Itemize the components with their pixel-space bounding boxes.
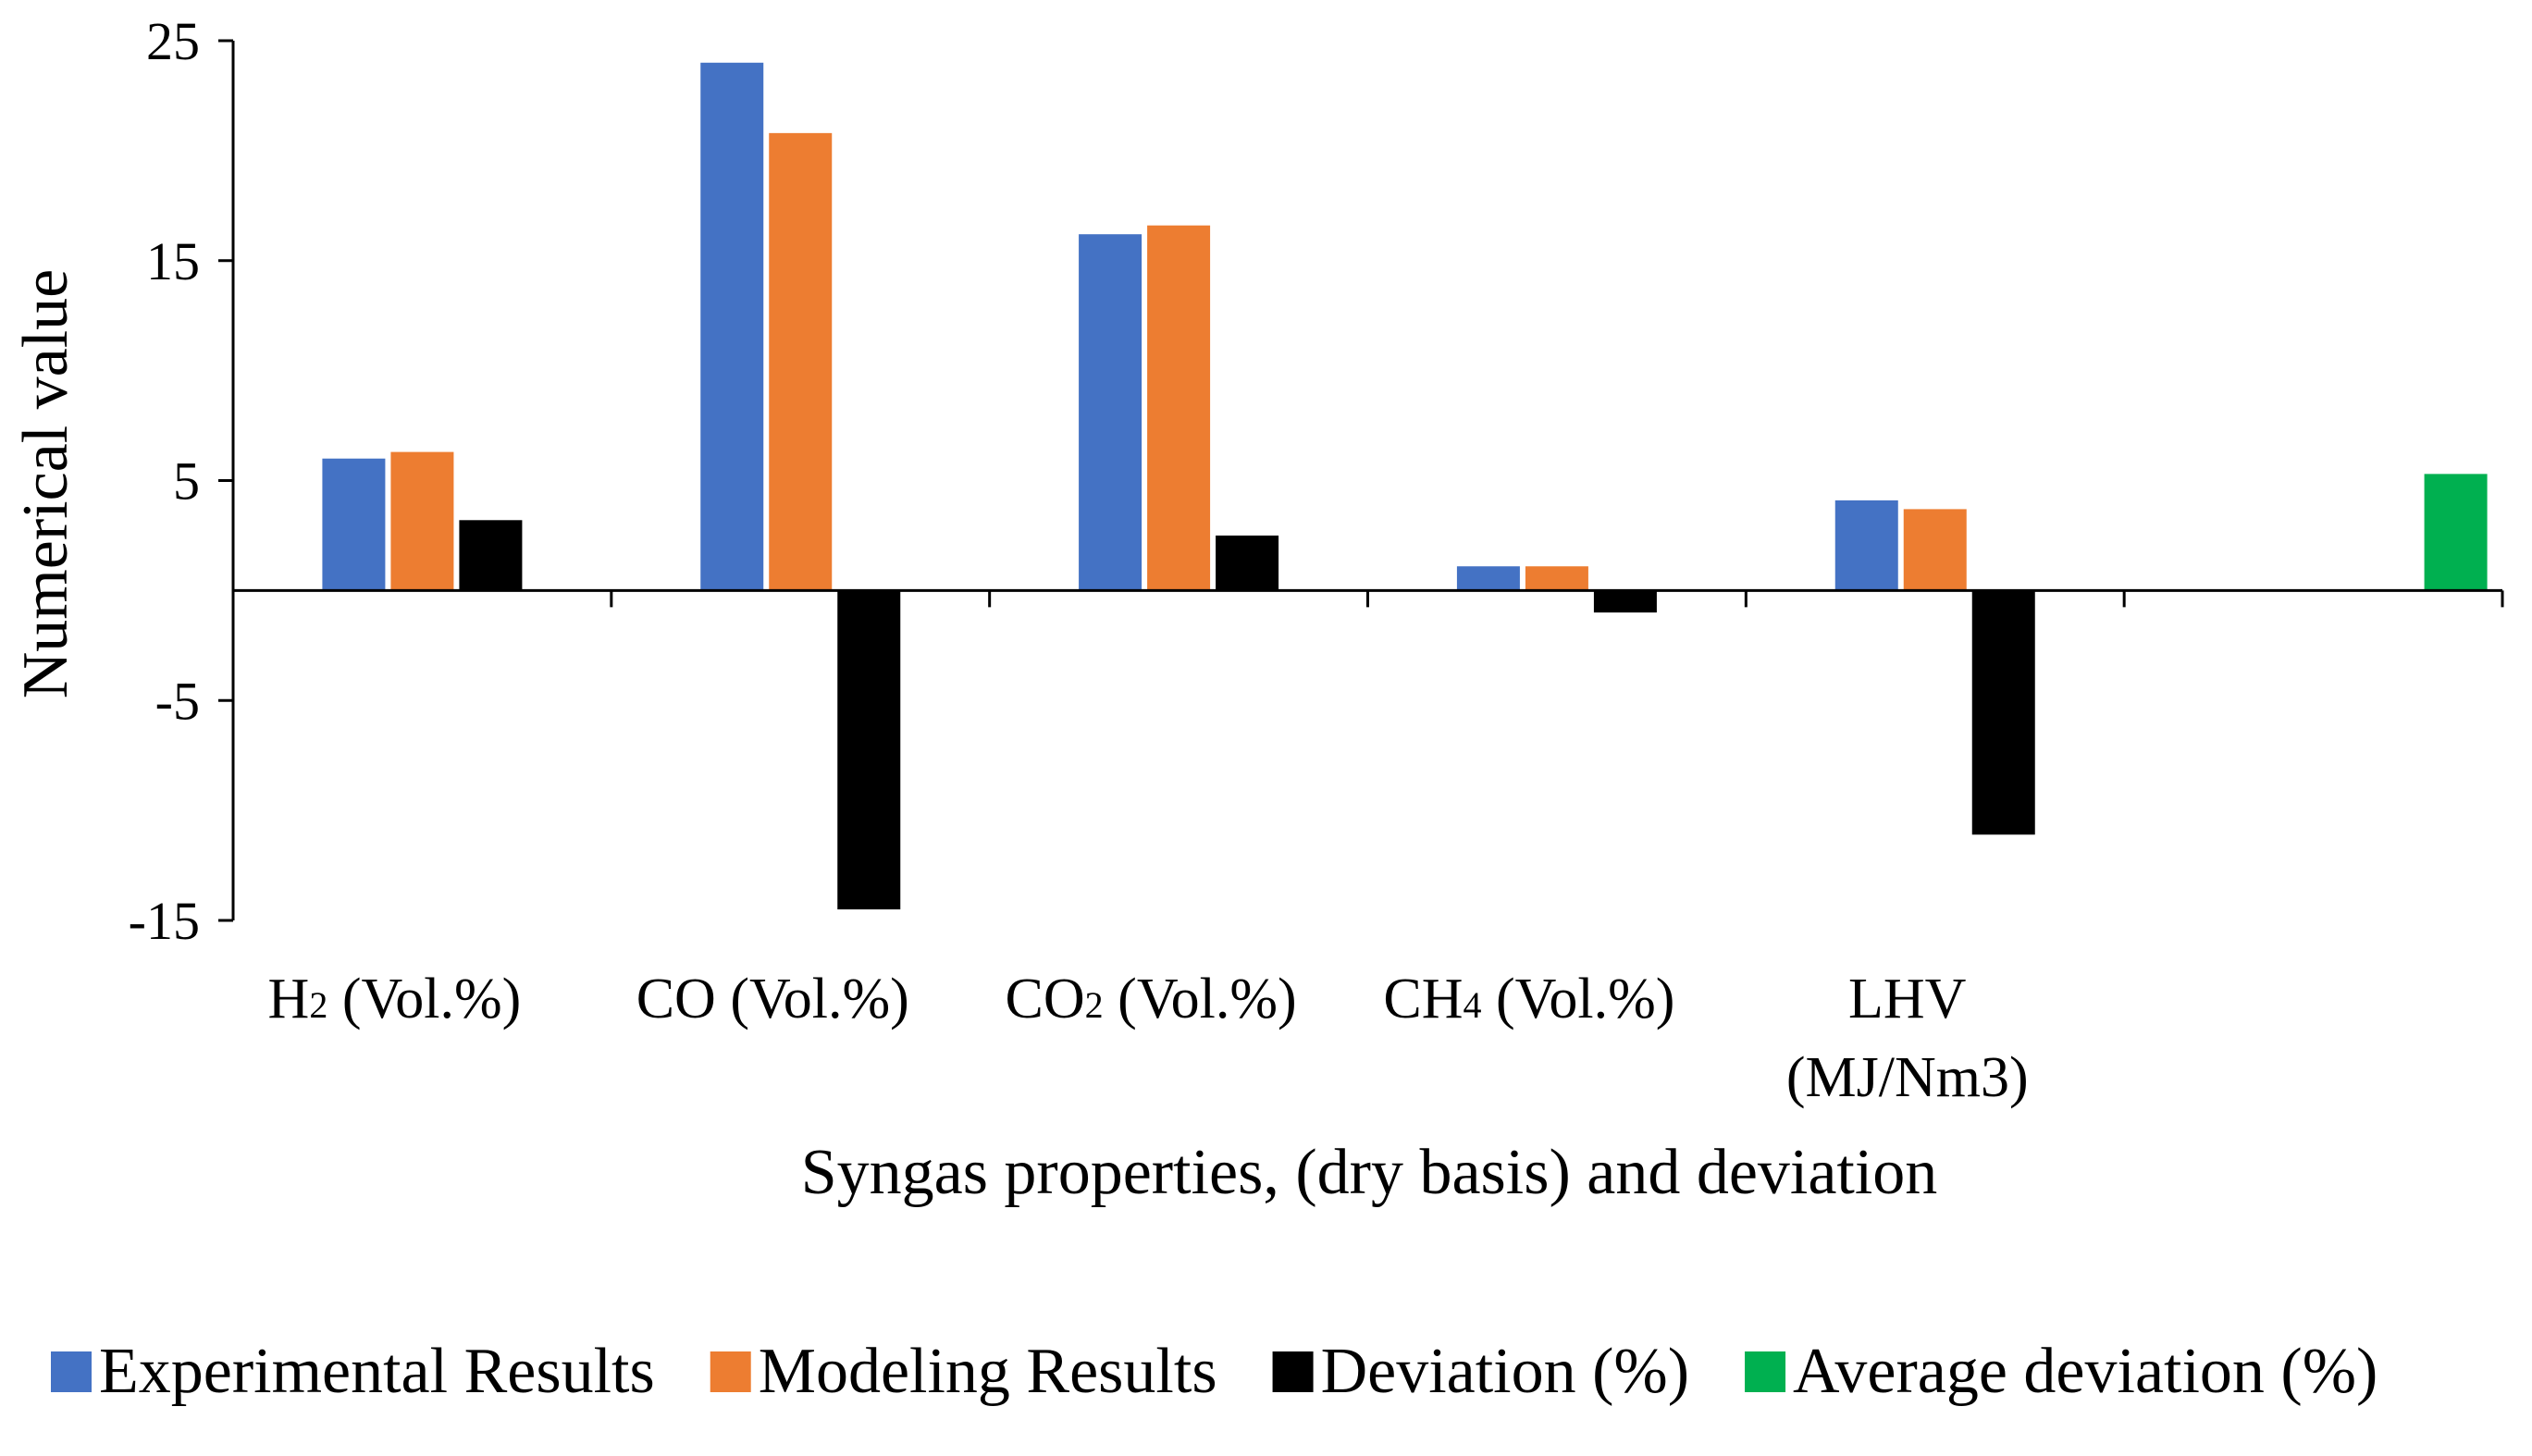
x-category-label: CO (Vol.%): [636, 968, 909, 1030]
legend-swatch-0: [51, 1351, 92, 1392]
bar-experimental-results-3: [1456, 566, 1520, 591]
legend-swatch-3: [1745, 1351, 1786, 1392]
y-ticks-group: 25 15 5 -5 -15: [129, 11, 233, 951]
bar-modeling-results-1: [769, 132, 833, 591]
bar-modeling-results-4: [1903, 509, 1967, 591]
bar-deviation--0: [459, 520, 523, 591]
y-tick-label: -5: [155, 671, 200, 731]
y-tick-label: 25: [146, 11, 200, 71]
x-axis-title: Syngas properties, (dry basis) and devia…: [801, 1137, 1938, 1208]
legend-swatch-2: [1272, 1351, 1314, 1392]
x-category-label: LHV: [1848, 968, 1967, 1030]
bar-deviation--2: [1216, 535, 1279, 591]
legend-label-3: Average deviation (%): [1793, 1336, 2378, 1407]
bar-modeling-results-2: [1147, 225, 1211, 591]
legend-label-0: Experimental Results: [99, 1336, 655, 1407]
legend: Experimental Results Modeling Results Devi…: [51, 1336, 2378, 1407]
x-category-label: CO2 (Vol.%): [1006, 968, 1297, 1030]
bars-group: [322, 62, 2488, 910]
bar-experimental-results-0: [322, 458, 386, 591]
bar-experimental-results-1: [700, 62, 764, 591]
x-category-labels: H2 (Vol.%) CO (Vol.%) CO2 (Vol.%) CH4 (Vol.…: [268, 968, 2029, 1109]
bar-experimental-results-4: [1834, 500, 1898, 591]
y-tick-label: -15: [129, 891, 200, 951]
bar-deviation--3: [1593, 590, 1657, 613]
bar-deviation--4: [1971, 590, 2035, 835]
legend-label-1: Modeling Results: [759, 1336, 1217, 1407]
bar-experimental-results-2: [1079, 234, 1142, 591]
x-category-label-line2: (MJ/Nm3): [1786, 1046, 2029, 1109]
y-axis-title: Numerical value: [10, 269, 81, 699]
bar-deviation--1: [837, 590, 901, 910]
bar-modeling-results-0: [390, 451, 454, 591]
x-category-label: CH4 (Vol.%): [1383, 968, 1674, 1030]
bar-modeling-results-3: [1525, 566, 1588, 591]
y-tick-label: 5: [173, 451, 200, 512]
y-tick-label: 15: [146, 231, 200, 291]
axes-group: [231, 41, 2504, 920]
legend-swatch-1: [710, 1351, 751, 1392]
bar-average-deviation--5: [2424, 474, 2488, 591]
legend-label-2: Deviation (%): [1321, 1336, 1689, 1407]
x-category-label: H2 (Vol.%): [268, 968, 522, 1030]
